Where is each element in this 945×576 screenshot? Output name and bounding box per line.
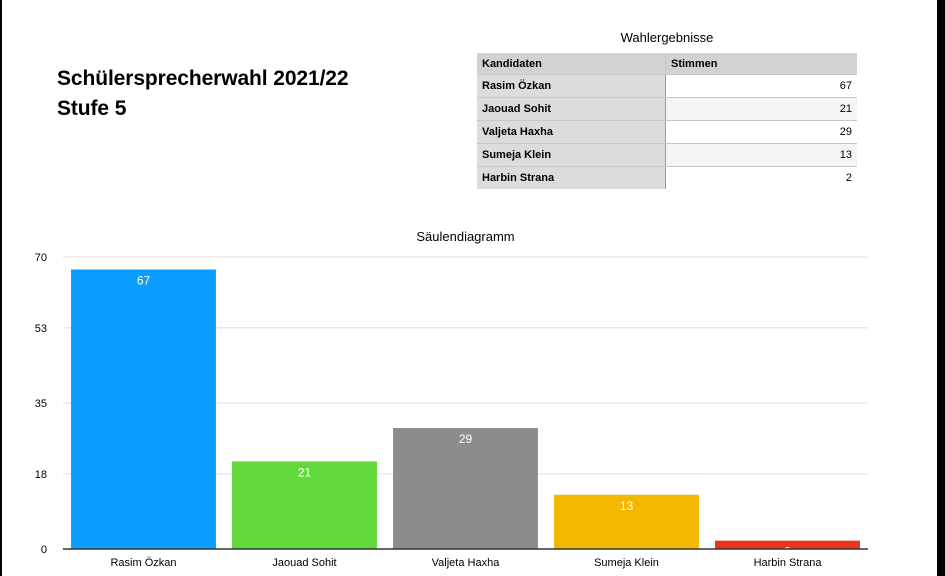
bar <box>715 540 860 549</box>
bar <box>71 269 216 549</box>
data-label: 13 <box>620 499 634 513</box>
x-tick-label: Harbin Strana <box>754 557 823 569</box>
y-tick-label: 35 <box>35 398 47 410</box>
candidate-name-cell: Valjeta Haxha <box>477 120 666 144</box>
x-tick-label: Jaouad Sohit <box>272 557 336 569</box>
votes-cell: 29 <box>665 120 857 144</box>
x-tick-label: Valjeta Haxha <box>432 557 501 569</box>
y-tick-label: 53 <box>35 323 47 335</box>
table-row: Rasim Özkan 67 <box>477 74 857 98</box>
table-row: Valjeta Haxha 29 <box>477 120 857 144</box>
right-edge-border <box>937 0 945 576</box>
chart-title: Säulendiagramm <box>416 229 514 244</box>
table-title: Wahlergebnisse <box>620 30 714 45</box>
votes-cell: 2 <box>665 166 857 189</box>
y-tick-label: 18 <box>35 469 47 481</box>
candidate-name-cell: Rasim Özkan <box>477 74 666 98</box>
table-header-row: Kandidaten Stimmen <box>477 53 857 75</box>
page-title-line-2: Stufe 5 <box>57 97 127 120</box>
candidate-name-cell: Harbin Strana <box>477 166 666 189</box>
column-header-candidates: Kandidaten <box>477 53 666 75</box>
votes-cell: 21 <box>665 97 857 121</box>
bar <box>393 428 538 549</box>
x-tick-label: Sumeja Klein <box>594 557 659 569</box>
data-label: 2 <box>784 545 791 559</box>
table-row: Harbin Strana 2 <box>477 166 857 189</box>
x-tick-label: Rasim Özkan <box>110 557 176 569</box>
votes-cell: 67 <box>665 74 857 98</box>
page-title: Schülersprecherwahl 2021/22 Stufe 5 <box>57 64 349 124</box>
votes-cell: 13 <box>665 143 857 167</box>
table-row: Jaouad Sohit 21 <box>477 97 857 121</box>
y-tick-label: 0 <box>41 544 47 556</box>
page-title-line-1: Schülersprecherwahl 2021/22 <box>57 67 349 90</box>
data-label: 67 <box>137 274 151 288</box>
y-tick-label: 70 <box>35 252 47 264</box>
results-table: Kandidaten Stimmen Rasim Özkan 67 Jaouad… <box>477 53 857 189</box>
data-label: 29 <box>459 432 473 446</box>
column-header-votes: Stimmen <box>665 53 857 75</box>
table-row: Sumeja Klein 13 <box>477 143 857 167</box>
candidate-name-cell: Jaouad Sohit <box>477 97 666 121</box>
data-label: 21 <box>298 465 312 479</box>
bar <box>232 461 377 549</box>
left-edge-border <box>0 0 2 576</box>
candidate-name-cell: Sumeja Klein <box>477 143 666 167</box>
bar-chart: Säulendiagramm 0 18 35 53 70 67 Rasim Özkan 21 Ja… <box>35 229 868 569</box>
bar <box>554 494 699 549</box>
